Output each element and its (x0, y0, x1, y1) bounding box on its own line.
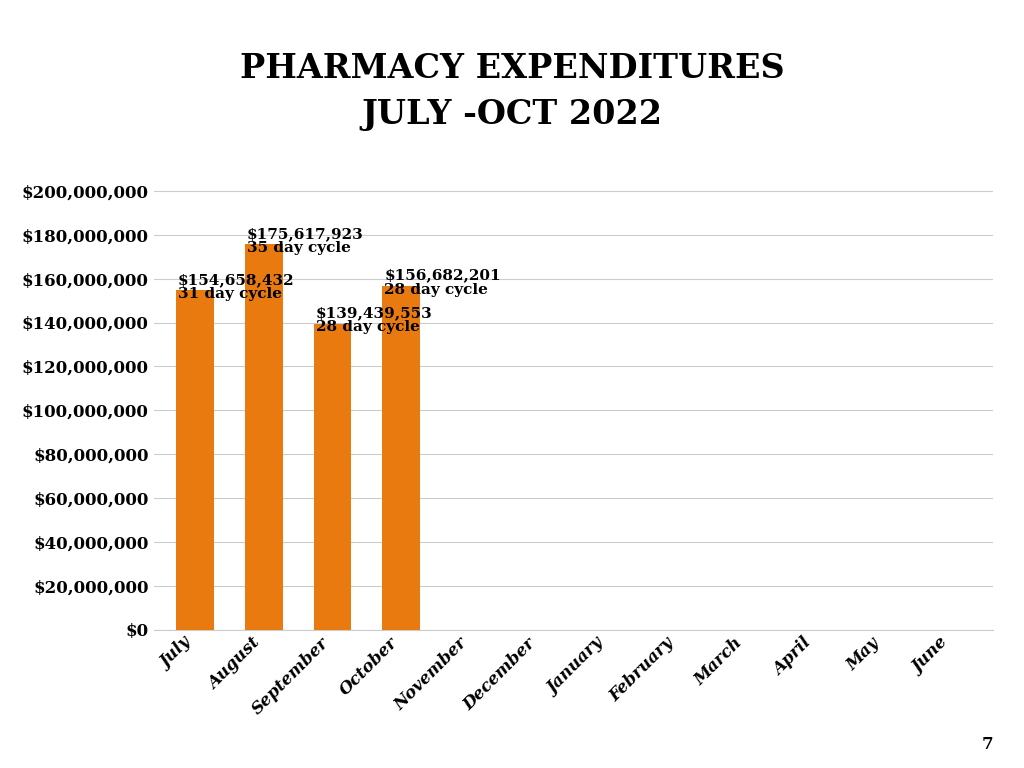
Text: 28 day cycle: 28 day cycle (315, 320, 420, 335)
Bar (382, 286, 420, 630)
Text: 35 day cycle: 35 day cycle (247, 241, 350, 255)
Bar (313, 324, 351, 630)
Bar (245, 244, 283, 630)
Bar (176, 290, 214, 630)
Text: 31 day cycle: 31 day cycle (178, 287, 282, 301)
Text: $154,658,432: $154,658,432 (178, 273, 295, 287)
Text: PHARMACY EXPENDITURES
JULY -OCT 2022: PHARMACY EXPENDITURES JULY -OCT 2022 (240, 51, 784, 131)
Text: $175,617,923: $175,617,923 (247, 227, 364, 241)
Text: 7: 7 (982, 736, 993, 753)
Text: 28 day cycle: 28 day cycle (384, 283, 488, 296)
Text: $139,439,553: $139,439,553 (315, 306, 432, 320)
Text: $156,682,201: $156,682,201 (384, 269, 501, 283)
